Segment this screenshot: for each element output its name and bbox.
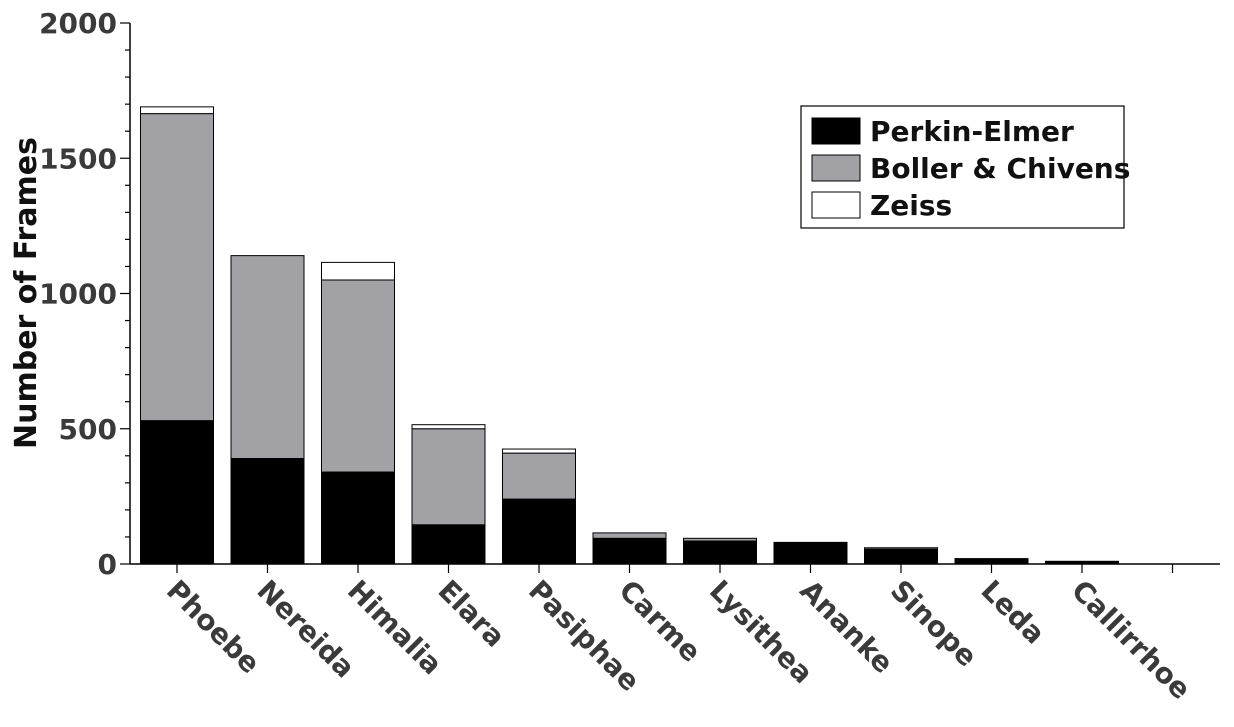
bar-segment-perkin-elmer <box>683 540 757 565</box>
x-tick-label: Phoebe <box>160 574 267 681</box>
y-tick-label: 1000 <box>39 278 117 311</box>
bar-segment-boller-chivens <box>592 532 667 539</box>
bar-segment-zeiss <box>502 448 576 454</box>
y-tick-label: 0 <box>98 548 117 581</box>
bar-segment-perkin-elmer <box>502 498 576 565</box>
bar-segment-boller-chivens <box>502 452 576 500</box>
legend: Perkin-Elmer Boller & Chivens Zeiss <box>800 105 1130 229</box>
y-axis-title: Number of Frames <box>9 137 44 449</box>
bar-segment-perkin-elmer <box>230 458 305 565</box>
bar-segment-perkin-elmer <box>592 537 667 565</box>
x-tick-label: Leda <box>975 574 1052 651</box>
legend-swatch <box>811 117 861 145</box>
bar-segment-perkin-elmer <box>321 471 395 565</box>
bar-segment-perkin-elmer <box>954 558 1029 565</box>
x-tick-label: Nereida <box>251 574 362 685</box>
bars <box>140 106 1119 565</box>
legend-label: Zeiss <box>870 189 952 222</box>
y-tick-label: 500 <box>59 413 117 446</box>
bar-segment-zeiss <box>411 424 486 430</box>
bar-segment-boller-chivens <box>140 113 214 422</box>
bar-segment-perkin-elmer <box>140 420 214 565</box>
bar-segment-boller-chivens <box>864 547 938 550</box>
bar-segment-boller-chivens <box>683 537 757 542</box>
bar-segment-boller-chivens <box>321 279 395 473</box>
bar-segment-perkin-elmer <box>411 524 486 565</box>
bar-segment-perkin-elmer <box>773 541 848 565</box>
y-tick-label: 2000 <box>39 7 117 40</box>
y-ticks: 0 500 1000 1500 2000 <box>39 7 130 581</box>
axes: 0 500 1000 1500 2000 <box>39 7 1220 581</box>
bar-segment-zeiss <box>140 106 214 115</box>
legend-swatch <box>811 154 861 182</box>
x-tick-label: Elara <box>432 574 512 654</box>
legend-label: Boller & Chivens <box>870 152 1130 185</box>
x-ticks <box>176 564 1174 573</box>
legend-swatch <box>811 191 861 219</box>
y-tick-label: 1500 <box>39 142 117 175</box>
bar-segment-zeiss <box>321 261 395 281</box>
bar-segment-perkin-elmer <box>1045 560 1119 565</box>
bar-segment-boller-chivens <box>230 255 305 460</box>
x-tick-label: Callirrhoe <box>1065 574 1197 706</box>
x-tick-label: Sinope <box>884 574 984 674</box>
bar-segment-perkin-elmer <box>864 548 938 565</box>
bar-segment-boller-chivens <box>411 428 486 526</box>
legend-label: Perkin-Elmer <box>870 115 1074 148</box>
